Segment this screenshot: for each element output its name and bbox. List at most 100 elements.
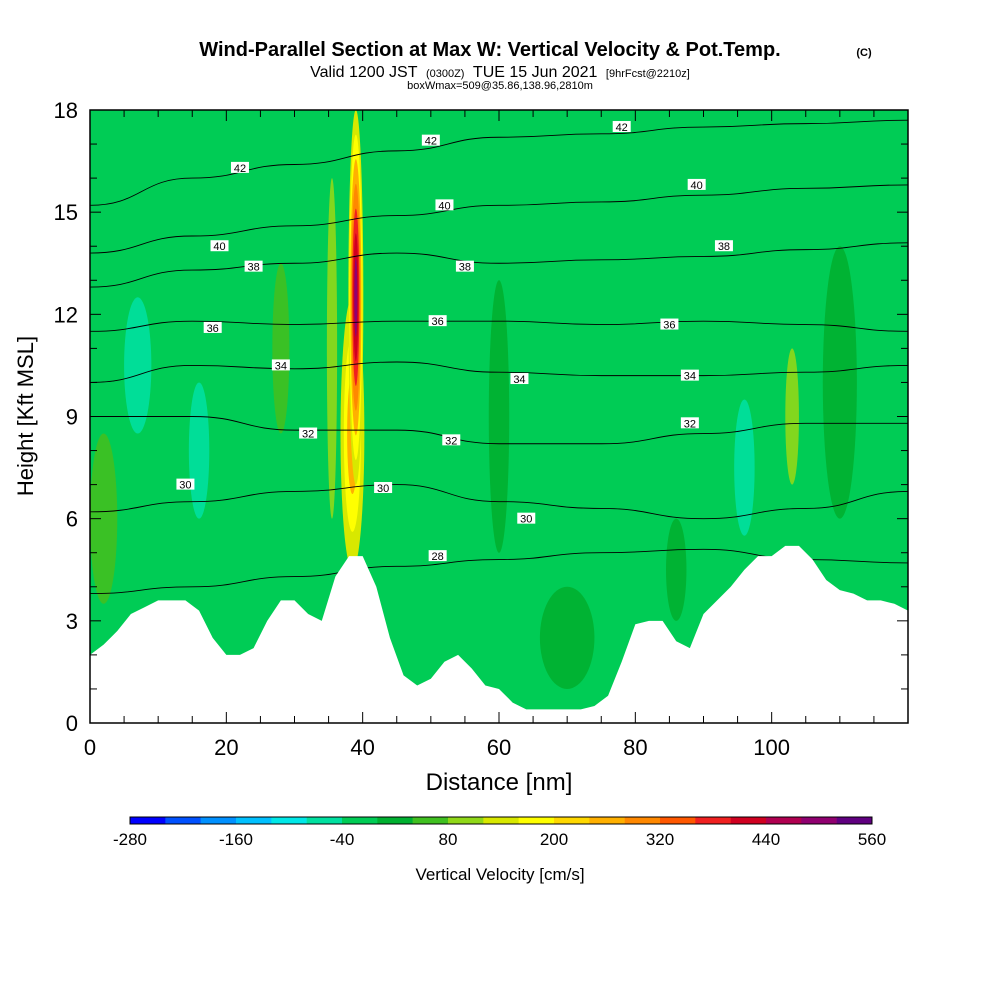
y-axis-label: Height [Kft MSL] (13, 336, 38, 496)
y-tick-label: 0 (66, 711, 78, 736)
contour-label-box (680, 417, 699, 429)
contour-label-text: 40 (213, 241, 225, 253)
colorbar-swatch (624, 817, 661, 824)
contour-label-text: 32 (302, 429, 314, 441)
contour-label: 32 (442, 434, 461, 447)
valid-date: TUE 15 Jun 2021 (473, 64, 598, 81)
colorbar-tick-label: -40 (330, 830, 355, 849)
velocity-cell (785, 348, 799, 485)
contour-label: 28 (428, 550, 447, 563)
forecast-info: [9hrFcst@2210z] (606, 68, 690, 80)
velocity-cell (354, 257, 358, 337)
y-tick-label: 18 (54, 98, 78, 123)
x-tick-label: 80 (623, 735, 647, 760)
colorbar-swatch (554, 817, 590, 824)
contour-label-box (299, 427, 318, 439)
colorbar-frame (129, 816, 873, 825)
contour-label-box (612, 121, 631, 133)
contour-label-box (510, 373, 529, 385)
colorbar-swatch (377, 817, 413, 824)
colorbar-swatch (801, 817, 837, 824)
contour-label-box (244, 260, 263, 272)
valid-time: Valid 1200 JST (310, 64, 418, 81)
x-tick-label: 100 (753, 735, 790, 760)
contour-label-text: 38 (459, 262, 471, 274)
contour-label-text: 42 (616, 122, 628, 134)
contour-label-text: 38 (718, 241, 730, 253)
colorbar-swatch (271, 817, 307, 824)
velocity-cell (188, 382, 210, 519)
y-tick-label: 9 (66, 405, 78, 430)
colorbar-swatch (483, 817, 519, 824)
colorbar-swatch (695, 817, 731, 824)
colorbar-swatch (518, 817, 555, 824)
contour-label-box (517, 512, 536, 524)
velocity-cell (90, 433, 118, 604)
contour-label-box (421, 134, 440, 146)
contour-label: 40 (435, 199, 454, 212)
contour-label: 40 (687, 178, 706, 192)
velocity-cell (539, 586, 595, 689)
contour-label-text: 34 (684, 371, 696, 383)
contour-label-box (203, 321, 222, 333)
contour-label-box (271, 359, 290, 371)
contour-label-text: 30 (377, 483, 389, 495)
y-tick-label: 3 (66, 609, 78, 634)
colorbar-tick-label: -280 (113, 830, 147, 849)
contour-label: 38 (455, 260, 474, 274)
chart-title: Wind-Parallel Section at Max W: Vertical… (199, 39, 780, 61)
colorbar-tick-label: 320 (646, 830, 674, 849)
colorbar-tick-label: 440 (752, 830, 780, 849)
colorbar-swatch (448, 817, 484, 824)
contour-label-box (680, 369, 699, 381)
contour-label: 30 (517, 512, 536, 526)
theta-contour-line (90, 484, 908, 520)
copyright-mark: (C) (856, 47, 872, 59)
contour-label: 34 (510, 373, 529, 386)
contour-label-text: 28 (432, 551, 444, 563)
contour-label: 40 (210, 240, 229, 253)
contour-label-text: 36 (207, 323, 219, 335)
velocity-cell (734, 399, 755, 536)
contour-label-text: 34 (513, 374, 525, 386)
colorbar-swatch (412, 817, 449, 824)
contour-label: 42 (230, 161, 249, 175)
contour-label: 30 (176, 478, 195, 492)
contour-label-text: 32 (684, 418, 696, 430)
contour-label-text: 38 (247, 262, 259, 274)
contour-label: 36 (428, 315, 447, 328)
colorbar-swatch (660, 817, 696, 824)
contour-label-text: 34 (275, 360, 287, 372)
velocity-cell (124, 297, 152, 434)
colorbar-tick-label: 80 (439, 830, 458, 849)
contour-label-text: 40 (438, 200, 450, 212)
contour-label-box (428, 315, 447, 327)
contour-labels: 28 30 32 34 36 38 40 42 42 42 40 40 38 38 36 36 34 34 32 32… (176, 121, 733, 563)
contour-label-box (435, 199, 454, 211)
colorbar-swatch (589, 817, 625, 824)
theta-contour-line (90, 119, 908, 206)
x-axis-label: Distance [nm] (426, 769, 573, 796)
terrain-mask (90, 545, 908, 723)
colorbar-swatch (730, 817, 767, 824)
box-wmax-info: boxWmax=509@35.86,138.96,2810m (407, 80, 593, 92)
contour-label: 42 (612, 121, 631, 134)
contour-label-box (687, 178, 706, 190)
theta-contour-line (90, 242, 908, 288)
x-tick-label: 0 (84, 735, 96, 760)
velocity-cell (822, 246, 857, 519)
colorbar: -280 -160 -40 80 200 320 440 560 (113, 816, 886, 849)
x-tick-label: 60 (487, 735, 511, 760)
velocity-cell (666, 518, 687, 621)
contour-label: 34 (680, 369, 699, 383)
y-tick-label: 12 (54, 302, 78, 327)
contour-label-box (455, 260, 474, 272)
contour-label: 32 (299, 427, 318, 441)
contour-label-text: 36 (663, 320, 675, 332)
contour-label-text: 40 (691, 180, 703, 192)
contour-label-text: 30 (179, 480, 191, 492)
colorbar-swatch (200, 817, 237, 824)
